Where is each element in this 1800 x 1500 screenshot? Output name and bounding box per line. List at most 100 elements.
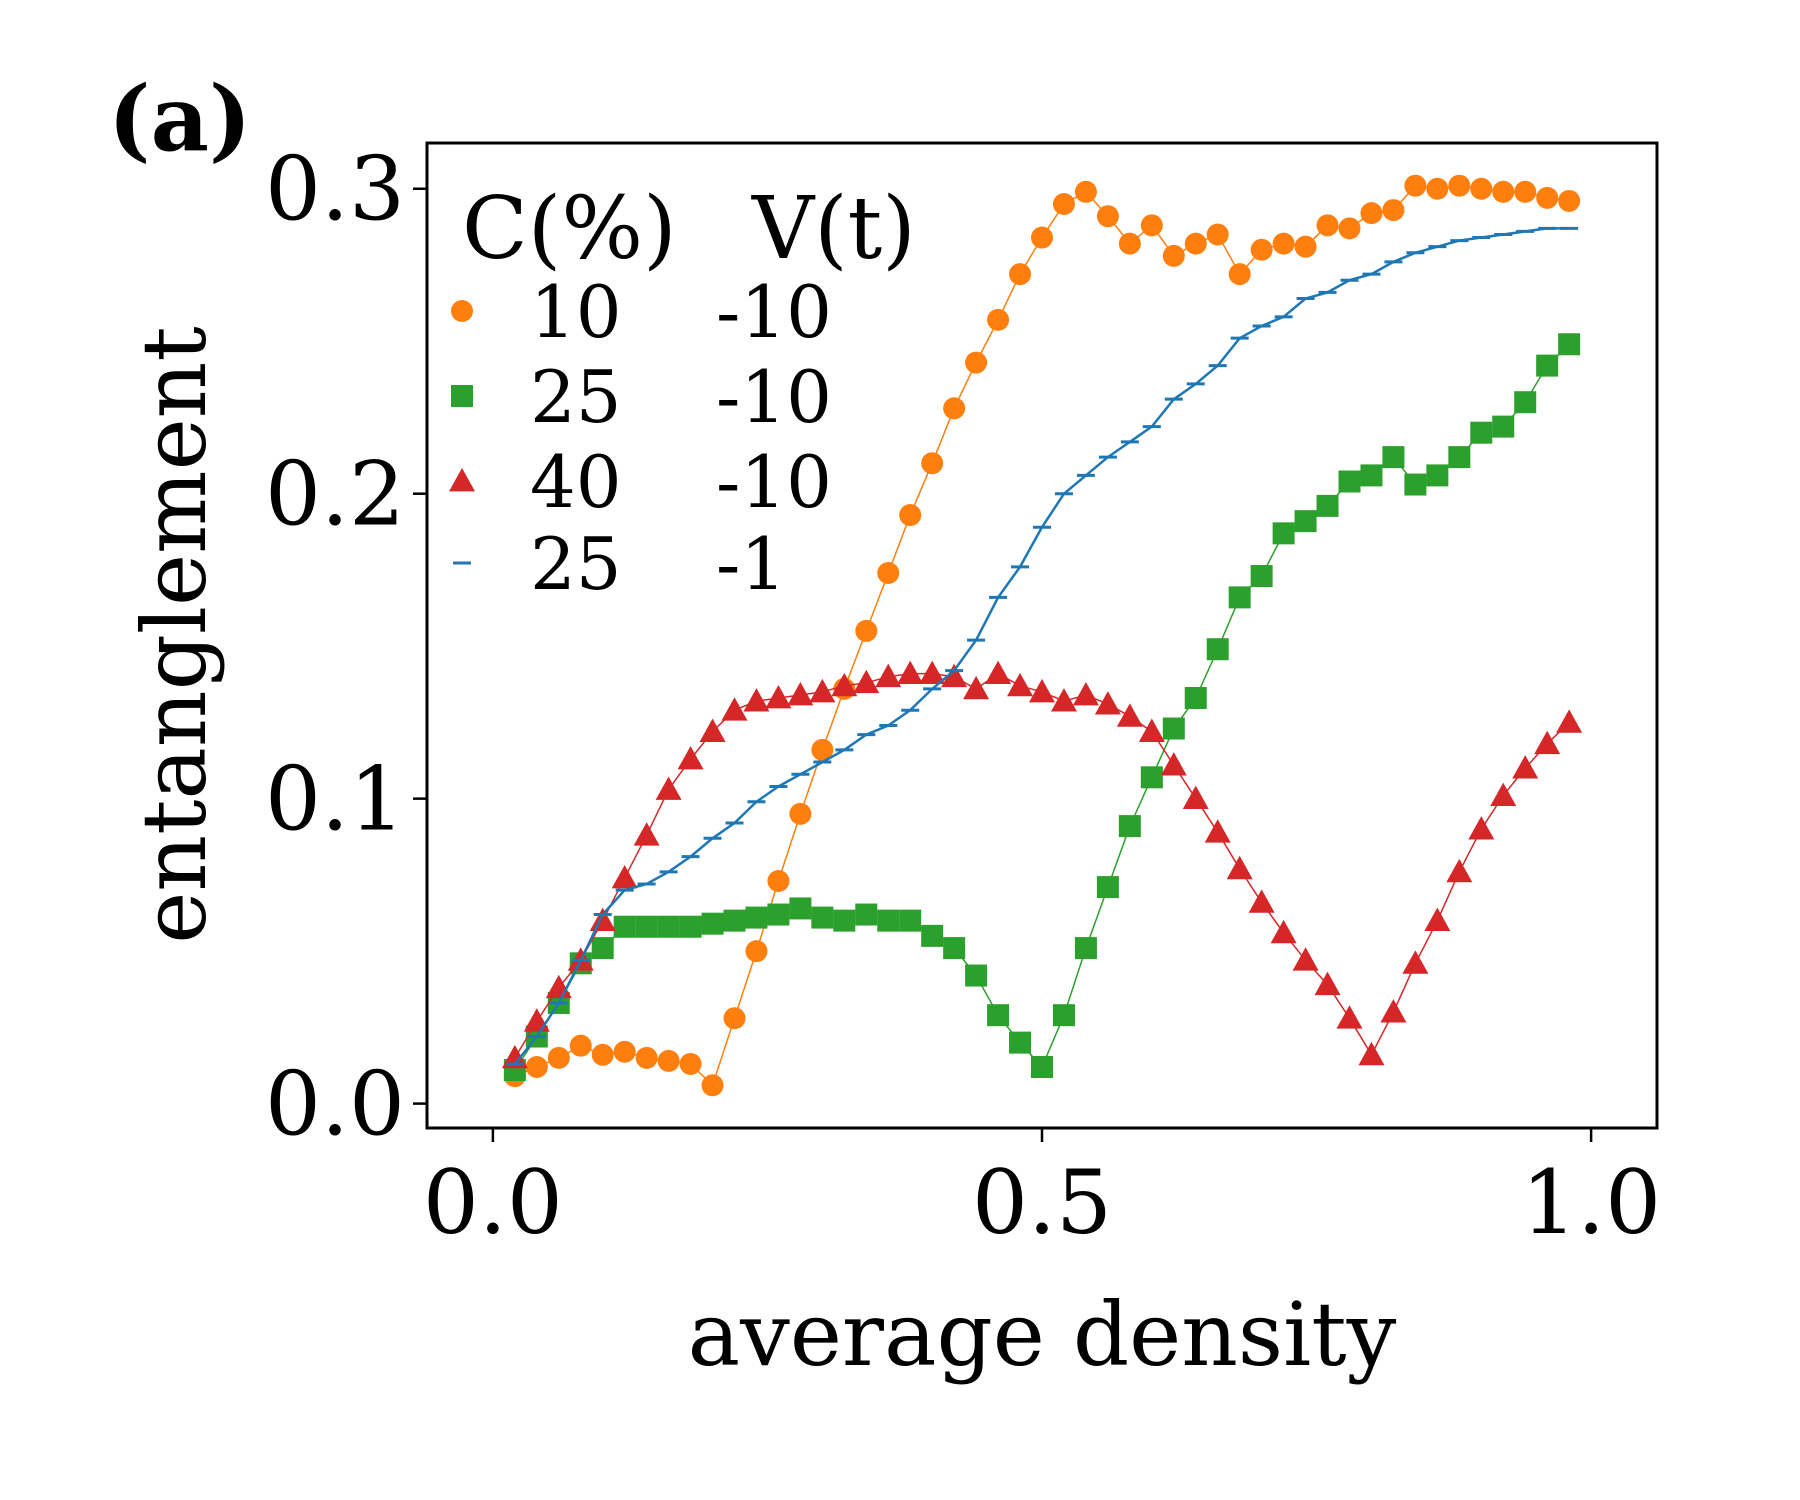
legend-v-value: -10	[716, 355, 832, 439]
series-1-point	[723, 1007, 746, 1030]
series-1-point	[1118, 232, 1141, 255]
series-1	[503, 174, 1581, 1097]
series-2-point	[1162, 717, 1185, 740]
series-2-point	[877, 909, 900, 932]
series-3-point	[1534, 730, 1561, 755]
x-tick-label: 0.5	[972, 1151, 1112, 1254]
series-3-point	[1358, 1041, 1385, 1066]
series-2-point	[1316, 494, 1339, 517]
series-3-point	[1446, 858, 1473, 883]
series-2-point	[1228, 586, 1251, 609]
series-3-point	[1248, 889, 1275, 913]
series-3-point	[787, 681, 814, 706]
series-2-point	[591, 937, 614, 960]
series-3-point	[919, 660, 946, 685]
series-3-point	[1007, 672, 1034, 697]
series-3-point	[677, 746, 704, 770]
series-1-point	[1514, 180, 1537, 203]
series-1-point	[811, 738, 834, 761]
series-2-point	[1118, 815, 1141, 838]
x-tick-label: 1.0	[1521, 1151, 1661, 1254]
series-3-point	[1292, 947, 1319, 971]
series-3-point	[853, 669, 880, 694]
series-1-point	[943, 397, 966, 420]
series-3-point	[809, 678, 836, 703]
legend-entry-2: 25 -10	[451, 355, 832, 439]
legend-entry-4: 25 -1	[453, 522, 786, 606]
series-1-point	[1536, 186, 1559, 209]
series-2	[503, 333, 1581, 1082]
series-1-point	[921, 452, 944, 475]
series-1-point	[1009, 263, 1032, 286]
series-2-point	[1382, 446, 1405, 469]
series-3-point	[501, 1044, 528, 1069]
series-1-point	[1316, 214, 1339, 237]
series-3-point	[1424, 907, 1451, 932]
series-3-point	[1380, 999, 1407, 1023]
legend-v-value: -10	[716, 440, 832, 524]
series-2-point	[789, 897, 812, 920]
series-2-point	[1140, 766, 1163, 789]
series-1-point	[745, 940, 768, 963]
legend-v-value: -1	[716, 522, 786, 606]
series-2-point	[613, 915, 636, 938]
series-3-point	[743, 688, 770, 712]
series-1-point	[569, 1034, 592, 1057]
series-1-point	[701, 1074, 724, 1097]
series-2-point	[811, 906, 834, 929]
series-2-point	[1558, 333, 1581, 356]
series-2-point	[1272, 522, 1295, 545]
series-3-point	[699, 718, 726, 742]
series-1-point	[613, 1040, 636, 1063]
legend-c-value: 10	[530, 270, 622, 354]
series-2-point	[1426, 464, 1449, 487]
series-3-point	[1204, 819, 1231, 843]
series-2-point	[1052, 1004, 1075, 1027]
series-2-point	[1492, 415, 1515, 438]
y-tick-label: 0.2	[265, 443, 405, 546]
series-1-point	[1470, 177, 1493, 200]
series-3-point	[1072, 681, 1099, 706]
legend-header-v: V(t)	[751, 179, 916, 279]
series-3-point	[1270, 919, 1297, 944]
series-1-point	[767, 869, 790, 892]
series-2-point	[855, 903, 878, 926]
series-1-point	[1250, 238, 1273, 261]
legend-c-value: 40	[530, 440, 622, 524]
series-1-point	[1052, 192, 1075, 215]
y-tick-label: 0.1	[265, 748, 405, 851]
series-2-point	[1404, 473, 1427, 496]
series-3-point	[1402, 950, 1429, 974]
series-2-point	[1338, 470, 1361, 493]
series-2-point	[723, 909, 746, 932]
series-3-point	[1336, 1005, 1363, 1029]
series-2-point	[767, 903, 790, 926]
series-2-point	[1250, 565, 1273, 588]
legend-header-c: C(%)	[462, 179, 677, 279]
series-1-point	[1558, 189, 1581, 212]
legend-entries: 10 -10 25 -10 40 -10 25 -1	[449, 270, 832, 606]
series-3-point	[1160, 752, 1187, 776]
series-2-point	[1031, 1056, 1053, 1079]
legend-entry-1: 10 -10	[451, 270, 832, 354]
series-3-point	[831, 672, 858, 697]
series-2-point	[1536, 354, 1559, 377]
legend-c-value: 25	[530, 522, 622, 606]
series-1-point	[1228, 263, 1251, 286]
series-3-point	[1556, 709, 1583, 733]
series-2-point	[899, 909, 922, 932]
series-3-point	[1182, 785, 1209, 810]
series-2-point	[1514, 391, 1537, 414]
series-1-point	[1031, 226, 1053, 249]
series-1-point	[1426, 177, 1449, 200]
series-2-point	[657, 915, 680, 938]
x-axis-label: average density	[688, 1283, 1397, 1386]
series-3-point	[963, 675, 990, 700]
series-3-point	[941, 663, 968, 688]
series-4	[505, 226, 1579, 1066]
legend-entry-3: 40 -10	[449, 440, 832, 524]
series-3-point	[985, 660, 1012, 685]
y-axis-label: entanglement	[123, 326, 226, 943]
